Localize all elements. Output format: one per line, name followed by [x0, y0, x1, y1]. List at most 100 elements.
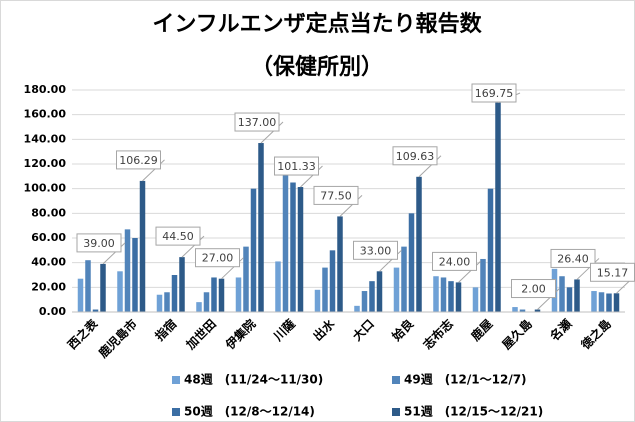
value-label: 26.40: [557, 252, 589, 265]
bar: [534, 309, 541, 312]
callout-box: [116, 150, 161, 170]
chart-title: インフルエンザ定点当たり報告数: [152, 11, 482, 37]
value-label: 24.00: [439, 255, 471, 268]
bar: [408, 213, 415, 312]
bar: [393, 267, 400, 312]
legend-swatch: [392, 376, 400, 384]
y-tick-label: 40.00: [31, 256, 66, 269]
bar: [369, 281, 375, 312]
legend-swatch: [172, 376, 180, 384]
y-tick-label: 160.00: [24, 108, 67, 121]
bar: [472, 287, 479, 312]
bar: [495, 102, 501, 313]
bar: [455, 282, 462, 312]
bar: [171, 275, 178, 312]
bar: [337, 216, 343, 312]
legend-swatch: [172, 408, 180, 416]
bar: [132, 238, 138, 312]
bar: [282, 164, 289, 312]
bar: [164, 292, 170, 312]
callout-box: [511, 279, 556, 299]
callout-box: [550, 248, 596, 268]
bar: [77, 278, 84, 312]
bar: [591, 291, 597, 312]
bar: [211, 277, 217, 312]
value-label: 106.29: [119, 154, 158, 167]
bar: [139, 180, 146, 312]
bar: [487, 188, 494, 312]
callout-box: [471, 83, 517, 103]
bar: [416, 176, 422, 312]
bar: [235, 277, 242, 312]
bar: [354, 305, 360, 312]
y-tick-label: 20.00: [31, 280, 66, 293]
bar: [117, 271, 123, 312]
bar: [512, 307, 518, 312]
bar: [440, 277, 447, 312]
callout-box: [313, 185, 359, 205]
bar: [124, 229, 131, 312]
y-tick-label: 100.00: [24, 182, 67, 195]
value-label: 39.00: [83, 237, 115, 250]
bar: [275, 261, 281, 312]
bar: [401, 246, 407, 312]
bar: [156, 294, 163, 312]
bar: [480, 258, 486, 312]
legend-label: 48週 (11/24～11/30): [184, 372, 323, 387]
value-label: 169.75: [475, 87, 514, 100]
bar: [258, 143, 264, 312]
y-tick-label: 180.00: [24, 83, 67, 96]
legend-swatch: [392, 408, 400, 416]
bar: [433, 276, 439, 312]
value-label: 33.00: [360, 244, 392, 257]
bar: [92, 309, 99, 312]
callout-box: [155, 226, 201, 246]
value-label: 77.50: [320, 189, 352, 202]
bar: [606, 293, 612, 312]
bar: [361, 291, 368, 312]
callout-box: [76, 233, 122, 253]
callout-box: [195, 248, 240, 268]
bar: [196, 302, 202, 312]
y-tick-label: 60.00: [31, 231, 66, 244]
bar: [613, 293, 620, 312]
y-tick-label: 140.00: [24, 132, 67, 145]
y-tick-label: 80.00: [31, 206, 66, 219]
legend-label: 49週 (12/1～12/7): [404, 372, 527, 387]
bar: [250, 188, 257, 312]
bar: [297, 187, 304, 312]
bar: [329, 250, 336, 312]
y-tick-label: 120.00: [24, 157, 67, 170]
legend-label: 50週 (12/8～12/14): [184, 404, 315, 419]
value-label: 109.63: [396, 150, 435, 163]
value-label: 27.00: [202, 252, 234, 265]
bar: [598, 292, 605, 312]
bar: [566, 287, 573, 312]
value-label: 44.50: [162, 230, 194, 243]
chart-subtitle: （保健所別）: [251, 54, 383, 80]
legend-label: 51週 (12/15～12/21): [404, 404, 543, 419]
bar: [376, 271, 383, 312]
callout-box: [234, 112, 280, 132]
callout-box: [274, 156, 319, 176]
value-label: 15.17: [597, 266, 629, 279]
bar: [100, 263, 106, 312]
bar: [203, 292, 210, 312]
callout-box: [392, 146, 438, 166]
bar: [322, 267, 328, 312]
bar: [314, 289, 321, 312]
callout-box: [432, 251, 477, 271]
bar: [218, 278, 225, 312]
bar: [574, 279, 580, 312]
value-label: 101.33: [277, 160, 316, 173]
bar: [243, 246, 249, 312]
bar: [448, 281, 454, 312]
bar: [519, 309, 526, 312]
bar: [290, 182, 296, 312]
bar: [85, 260, 91, 312]
value-label: 2.00: [521, 283, 546, 296]
value-label: 137.00: [238, 116, 277, 129]
callout-box: [353, 240, 398, 260]
